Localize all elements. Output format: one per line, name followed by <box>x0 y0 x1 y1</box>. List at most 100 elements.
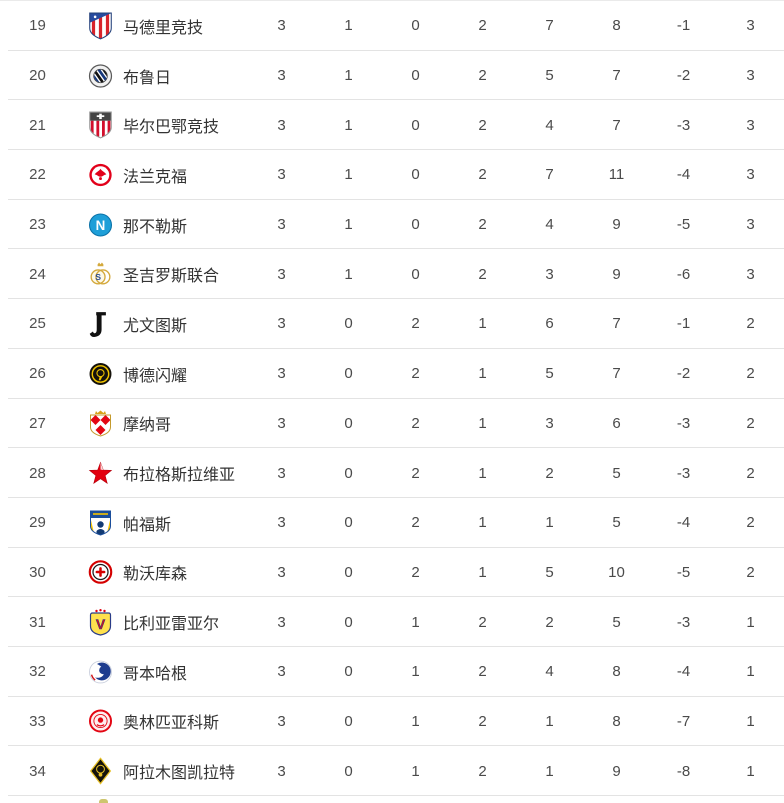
stat-losses: 1 <box>478 464 487 482</box>
stat-wins: 1 <box>344 265 353 283</box>
leverkusen-logo-icon <box>88 558 113 586</box>
stat-goals-against: 9 <box>612 762 621 780</box>
rank: 22 <box>29 166 46 184</box>
table-row[interactable]: 27 摩纳哥 3 0 2 1 3 6 -3 2 <box>0 398 784 449</box>
stat-draws: 0 <box>411 265 420 283</box>
table-row[interactable]: 23 那不勒斯 3 1 0 2 4 9 -5 3 <box>0 199 784 250</box>
club-brugge-logo-icon <box>88 62 113 90</box>
stat-played: 3 <box>277 712 286 730</box>
stat-points: 1 <box>746 663 755 681</box>
stat-goals-against: 7 <box>612 315 621 333</box>
stat-goals-against: 8 <box>612 712 621 730</box>
stat-points: 1 <box>746 762 755 780</box>
stat-goals-for: 2 <box>545 464 554 482</box>
stat-goals-for: 3 <box>545 265 554 283</box>
stat-goals-for: 1 <box>545 712 554 730</box>
team-cell: 阿拉木图凯拉特 <box>75 757 248 785</box>
stat-goal-diff: -5 <box>676 563 691 581</box>
table-row[interactable]: 21 毕尔巴鄂竞技 3 1 0 2 4 7 -3 3 <box>0 100 784 151</box>
team-name: 比利亚雷亚尔 <box>123 616 220 634</box>
slavia-prague-logo-icon <box>88 459 113 487</box>
stat-goal-diff: -8 <box>676 762 691 780</box>
table-row[interactable]: 34 阿拉木图凯拉特 3 0 1 2 1 9 -8 1 <box>0 746 784 796</box>
stat-points: 2 <box>746 464 755 482</box>
stat-goal-diff: -3 <box>676 414 691 432</box>
table-row[interactable]: 32 哥本哈根 3 0 1 2 4 8 -4 1 <box>0 646 784 697</box>
team-cell: 博德闪耀 <box>75 360 248 388</box>
table-row[interactable]: 29 帕福斯 3 0 2 1 1 5 -4 2 <box>0 497 784 548</box>
stat-goal-diff: -1 <box>676 17 691 35</box>
table-row[interactable]: 25 尤文图斯 3 0 2 1 6 7 -1 2 <box>0 299 784 349</box>
stat-goals-against: 7 <box>612 116 621 134</box>
team-cell: 圣吉罗斯联合 <box>75 260 248 288</box>
team-cell: 比利亚雷亚尔 <box>75 608 248 636</box>
team-cell: 尤文图斯 <box>75 310 248 338</box>
team-name: 布鲁日 <box>123 69 172 87</box>
stat-draws: 1 <box>411 712 420 730</box>
stat-wins: 0 <box>344 663 353 681</box>
stat-goals-against: 6 <box>612 414 621 432</box>
stat-goal-diff: -5 <box>676 216 691 234</box>
stat-goal-diff: -2 <box>676 67 691 85</box>
team-cell: 哥本哈根 <box>75 658 248 686</box>
table-row[interactable]: 22 法兰克福 3 1 0 2 7 11 -4 3 <box>0 150 784 200</box>
stat-draws: 2 <box>411 315 420 333</box>
table-row[interactable]: 30 勒沃库森 3 0 2 1 5 10 -5 2 <box>0 547 784 598</box>
stat-points: 3 <box>746 166 755 184</box>
pafos-logo-icon <box>88 509 113 537</box>
stat-wins: 0 <box>344 365 353 383</box>
monaco-logo-icon <box>88 409 113 437</box>
stat-goals-for: 4 <box>545 663 554 681</box>
stat-wins: 1 <box>344 116 353 134</box>
stat-draws: 1 <box>411 663 420 681</box>
stat-losses: 2 <box>478 613 487 631</box>
team-cell: 法兰克福 <box>75 161 248 189</box>
union-sg-logo-icon <box>88 260 113 288</box>
team-cell: 毕尔巴鄂竞技 <box>75 111 248 139</box>
table-row[interactable]: 28 布拉格斯拉维亚 3 0 2 1 2 5 -3 2 <box>0 448 784 498</box>
kairat-logo-icon <box>88 757 113 785</box>
stat-points: 2 <box>746 365 755 383</box>
rank: 33 <box>29 712 46 730</box>
stat-losses: 1 <box>478 365 487 383</box>
stat-goals-for: 6 <box>545 315 554 333</box>
stat-goals-for: 4 <box>545 216 554 234</box>
stat-played: 3 <box>277 216 286 234</box>
stat-goal-diff: -4 <box>676 514 691 532</box>
table-row[interactable]: 31 比利亚雷亚尔 3 0 1 2 2 5 -3 1 <box>0 597 784 647</box>
rank: 20 <box>29 67 46 85</box>
team-name: 哥本哈根 <box>123 665 188 683</box>
stat-played: 3 <box>277 514 286 532</box>
stat-draws: 0 <box>411 216 420 234</box>
stat-played: 3 <box>277 414 286 432</box>
stat-goals-for: 5 <box>545 67 554 85</box>
table-row[interactable]: 33 奥林匹亚科斯 3 0 1 2 1 8 -7 1 <box>0 696 784 747</box>
team-name: 毕尔巴鄂竞技 <box>123 119 220 137</box>
rank: 29 <box>29 514 46 532</box>
stat-goal-diff: -3 <box>676 613 691 631</box>
stat-draws: 1 <box>411 613 420 631</box>
stat-wins: 0 <box>344 464 353 482</box>
stat-goals-against: 7 <box>612 365 621 383</box>
stat-draws: 2 <box>411 365 420 383</box>
stat-goals-for: 7 <box>545 166 554 184</box>
team-cell: 勒沃库森 <box>75 558 248 586</box>
stat-played: 3 <box>277 116 286 134</box>
table-row[interactable]: 24 圣吉罗斯联合 3 1 0 2 3 9 -6 3 <box>0 249 784 300</box>
team-name: 奥林匹亚科斯 <box>123 715 220 733</box>
stat-draws: 2 <box>411 514 420 532</box>
stat-wins: 0 <box>344 712 353 730</box>
villarreal-logo-icon <box>88 608 113 636</box>
stat-draws: 0 <box>411 67 420 85</box>
table-row[interactable]: 20 布鲁日 3 1 0 2 5 7 -2 3 <box>0 50 784 101</box>
table-row[interactable]: 19 马德里竞技 3 1 0 2 7 8 -1 3 <box>0 1 784 51</box>
team-name: 摩纳哥 <box>123 417 172 435</box>
stat-losses: 1 <box>478 414 487 432</box>
napoli-logo-icon <box>88 211 113 239</box>
stat-goals-against: 7 <box>612 67 621 85</box>
team-name: 勒沃库森 <box>123 566 188 584</box>
table-row[interactable]: 26 博德闪耀 3 0 2 1 5 7 -2 2 <box>0 348 784 399</box>
athletic-bilbao-logo-icon <box>88 111 113 139</box>
stat-played: 3 <box>277 265 286 283</box>
rank: 28 <box>29 464 46 482</box>
